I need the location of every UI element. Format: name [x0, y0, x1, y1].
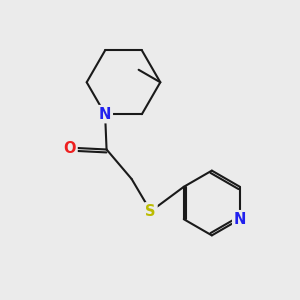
Text: N: N [234, 212, 246, 227]
Text: N: N [99, 107, 111, 122]
Text: S: S [146, 204, 156, 219]
Text: O: O [64, 140, 76, 155]
